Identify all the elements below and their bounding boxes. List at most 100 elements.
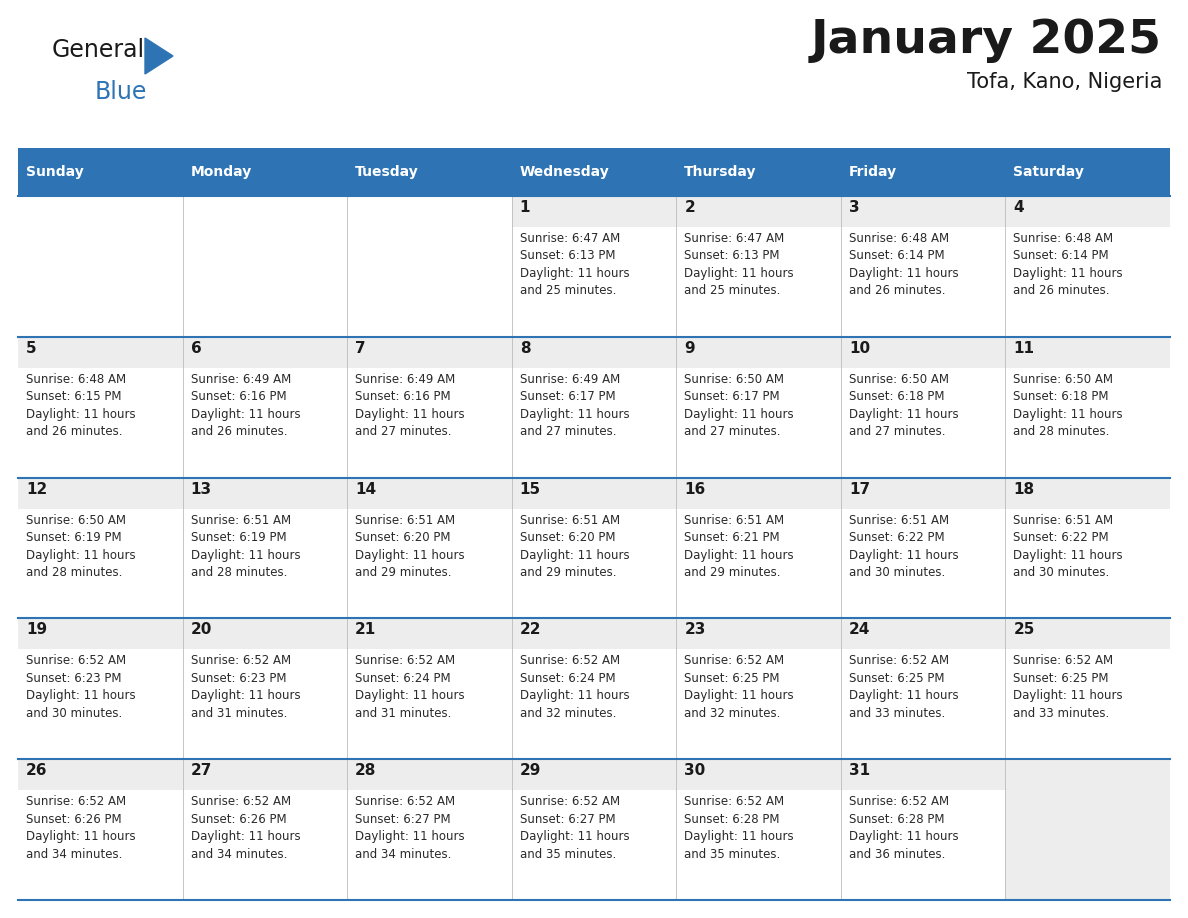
Text: Sunrise: 6:50 AM: Sunrise: 6:50 AM	[849, 373, 949, 386]
Bar	[347, 790, 512, 900]
Bar	[512, 649, 676, 759]
Text: Sunset: 6:16 PM: Sunset: 6:16 PM	[355, 390, 450, 403]
Text: Sunset: 6:26 PM: Sunset: 6:26 PM	[190, 812, 286, 825]
Text: Sunset: 6:19 PM: Sunset: 6:19 PM	[190, 532, 286, 544]
Text: Sunrise: 6:50 AM: Sunrise: 6:50 AM	[26, 513, 126, 527]
Text: Sunset: 6:19 PM: Sunset: 6:19 PM	[26, 532, 121, 544]
Bar	[841, 619, 1005, 649]
Text: Sunrise: 6:51 AM: Sunrise: 6:51 AM	[355, 513, 455, 527]
Bar	[676, 148, 841, 196]
Text: Daylight: 11 hours: Daylight: 11 hours	[519, 689, 630, 702]
Text: Sunset: 6:22 PM: Sunset: 6:22 PM	[1013, 532, 1110, 544]
Text: and 26 minutes.: and 26 minutes.	[26, 425, 122, 438]
Text: and 32 minutes.: and 32 minutes.	[684, 707, 781, 720]
Bar	[512, 148, 676, 196]
Text: 19: 19	[26, 622, 48, 637]
Bar	[183, 477, 347, 509]
Text: and 33 minutes.: and 33 minutes.	[849, 707, 946, 720]
Text: and 27 minutes.: and 27 minutes.	[355, 425, 451, 438]
Text: Sunrise: 6:47 AM: Sunrise: 6:47 AM	[684, 232, 784, 245]
Text: 1: 1	[519, 200, 530, 215]
Bar	[512, 619, 676, 649]
Bar	[18, 759, 183, 790]
Text: Sunrise: 6:50 AM: Sunrise: 6:50 AM	[1013, 373, 1113, 386]
Text: 28: 28	[355, 763, 377, 778]
Bar	[676, 196, 841, 227]
Text: and 28 minutes.: and 28 minutes.	[1013, 425, 1110, 438]
Text: Sunset: 6:17 PM: Sunset: 6:17 PM	[519, 390, 615, 403]
Bar	[676, 477, 841, 509]
Text: and 29 minutes.: and 29 minutes.	[684, 566, 781, 579]
Text: 25: 25	[1013, 622, 1035, 637]
Text: 10: 10	[849, 341, 870, 356]
Text: General: General	[52, 38, 145, 62]
Bar	[841, 196, 1005, 227]
Text: Daylight: 11 hours: Daylight: 11 hours	[190, 408, 301, 420]
Text: and 25 minutes.: and 25 minutes.	[519, 285, 617, 297]
Text: Sunrise: 6:48 AM: Sunrise: 6:48 AM	[1013, 232, 1113, 245]
Text: Sunset: 6:25 PM: Sunset: 6:25 PM	[684, 672, 779, 685]
Text: Sunrise: 6:48 AM: Sunrise: 6:48 AM	[26, 373, 126, 386]
Text: Daylight: 11 hours: Daylight: 11 hours	[190, 830, 301, 843]
Text: Sunset: 6:28 PM: Sunset: 6:28 PM	[684, 812, 779, 825]
Text: Sunset: 6:27 PM: Sunset: 6:27 PM	[519, 812, 615, 825]
Bar	[841, 509, 1005, 619]
Text: Daylight: 11 hours: Daylight: 11 hours	[519, 408, 630, 420]
Text: Daylight: 11 hours: Daylight: 11 hours	[849, 549, 959, 562]
Bar	[18, 368, 183, 477]
Text: and 31 minutes.: and 31 minutes.	[190, 707, 287, 720]
Bar	[183, 509, 347, 619]
Text: and 30 minutes.: and 30 minutes.	[849, 566, 946, 579]
Text: and 34 minutes.: and 34 minutes.	[355, 847, 451, 861]
Text: Sunrise: 6:52 AM: Sunrise: 6:52 AM	[519, 655, 620, 667]
Text: Sunrise: 6:52 AM: Sunrise: 6:52 AM	[684, 795, 784, 808]
Text: 14: 14	[355, 482, 377, 497]
Text: Sunset: 6:20 PM: Sunset: 6:20 PM	[355, 532, 450, 544]
Text: and 26 minutes.: and 26 minutes.	[190, 425, 287, 438]
Text: Daylight: 11 hours: Daylight: 11 hours	[355, 830, 465, 843]
Bar	[183, 368, 347, 477]
Text: 31: 31	[849, 763, 870, 778]
Text: Daylight: 11 hours: Daylight: 11 hours	[849, 408, 959, 420]
Text: Friday: Friday	[849, 165, 897, 179]
Bar	[18, 148, 183, 196]
Text: 15: 15	[519, 482, 541, 497]
Text: Sunrise: 6:52 AM: Sunrise: 6:52 AM	[190, 795, 291, 808]
Bar	[347, 368, 512, 477]
Text: Sunrise: 6:48 AM: Sunrise: 6:48 AM	[849, 232, 949, 245]
Text: Sunrise: 6:52 AM: Sunrise: 6:52 AM	[355, 655, 455, 667]
Text: Tofa, Kano, Nigeria: Tofa, Kano, Nigeria	[967, 72, 1162, 92]
Text: Sunday: Sunday	[26, 165, 83, 179]
Bar	[183, 790, 347, 900]
Text: Sunrise: 6:50 AM: Sunrise: 6:50 AM	[684, 373, 784, 386]
Text: 18: 18	[1013, 482, 1035, 497]
Text: 13: 13	[190, 482, 211, 497]
Bar	[347, 619, 512, 649]
Text: Sunrise: 6:51 AM: Sunrise: 6:51 AM	[684, 513, 784, 527]
Text: Sunrise: 6:49 AM: Sunrise: 6:49 AM	[190, 373, 291, 386]
Text: Sunset: 6:13 PM: Sunset: 6:13 PM	[684, 250, 779, 263]
Bar	[512, 477, 676, 509]
Bar	[841, 477, 1005, 509]
Text: and 28 minutes.: and 28 minutes.	[26, 566, 122, 579]
Bar	[1005, 509, 1170, 619]
Text: Monday: Monday	[190, 165, 252, 179]
Bar	[1005, 337, 1170, 368]
Text: Daylight: 11 hours: Daylight: 11 hours	[1013, 408, 1123, 420]
Bar	[512, 790, 676, 900]
Text: and 27 minutes.: and 27 minutes.	[519, 425, 617, 438]
Text: Sunrise: 6:52 AM: Sunrise: 6:52 AM	[26, 655, 126, 667]
Text: 6: 6	[190, 341, 201, 356]
Text: Sunrise: 6:52 AM: Sunrise: 6:52 AM	[1013, 655, 1113, 667]
Text: Saturday: Saturday	[1013, 165, 1085, 179]
Bar	[512, 196, 676, 227]
Bar	[1005, 196, 1170, 227]
Text: Sunset: 6:20 PM: Sunset: 6:20 PM	[519, 532, 615, 544]
Bar	[18, 477, 183, 509]
Text: Sunset: 6:17 PM: Sunset: 6:17 PM	[684, 390, 779, 403]
Bar	[841, 148, 1005, 196]
Text: and 30 minutes.: and 30 minutes.	[26, 707, 122, 720]
Bar	[841, 368, 1005, 477]
Text: Daylight: 11 hours: Daylight: 11 hours	[26, 689, 135, 702]
Text: Wednesday: Wednesday	[519, 165, 609, 179]
